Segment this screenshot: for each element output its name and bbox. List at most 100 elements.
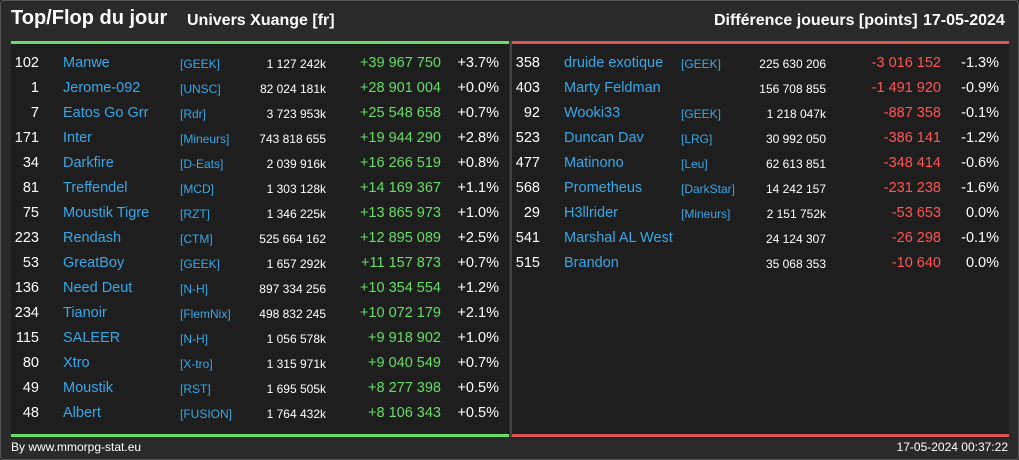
player-name-link[interactable]: Xtro [63,355,90,371]
percent-change: +1.2% [457,280,499,296]
player-points: 1 056 578k [266,332,326,346]
player-rank: 1 [30,80,39,96]
loser-row: 358 druide exotique [GEEK] 225 630 206 -3 01… [512,51,1009,76]
alliance-tag-link[interactable]: [N-H] [180,282,208,296]
player-name-link[interactable]: Inter [63,130,93,146]
player-name-link[interactable]: Brandon [564,255,619,271]
player-rank: 29 [523,205,540,221]
player-name-link[interactable]: Albert [63,405,101,421]
player-rank: 541 [515,230,540,246]
loser-row: 477 Matinono [Leu] 62 613 851 -348 414 -0.6% [512,151,1009,176]
percent-change: +0.7% [457,255,499,271]
loser-row: 92 Wooki33 [GEEK] 1 218 047k -887 358 -0.1% [512,101,1009,126]
player-points: 1 764 432k [266,407,326,421]
player-name-link[interactable]: druide exotique [564,55,664,71]
loser-row: 515 Brandon 35 068 353 -10 640 0.0% [512,251,1009,276]
player-name-link[interactable]: Marshal AL West [564,230,673,246]
player-rank: 92 [523,105,540,121]
player-name-link[interactable]: Need Deut [63,280,133,296]
points-difference: -348 414 [883,155,941,171]
alliance-tag-link[interactable]: [RST] [180,382,211,396]
gainer-row: 75 Moustik Tigre [RZT] 1 346 225k +13 865 97… [11,201,509,226]
player-name-link[interactable]: Moustik Tigre [63,205,150,221]
player-name-link[interactable]: Eatos Go Grr [63,105,149,121]
page-title: Top/Flop du jour [11,7,168,29]
alliance-tag-link[interactable]: [X-tro] [180,357,213,371]
alliance-tag-link[interactable]: [Leu] [681,157,708,171]
player-name-link[interactable]: Moustik [63,380,113,396]
alliance-tag-link[interactable]: [MCD] [180,182,214,196]
player-name-link[interactable]: Jerome-092 [63,80,141,96]
player-name-link[interactable]: Marty Feldman [564,80,661,96]
gainer-row: 34 Darkfire [D-Eats] 2 039 916k +16 266 519 +… [11,151,509,176]
player-name-link[interactable]: Prometheus [564,180,643,196]
loser-row: 523 Duncan Dav [LRG] 30 992 050 -386 141 -1.2… [512,126,1009,151]
percent-change: -0.1% [961,105,999,121]
alliance-tag-link[interactable]: [GEEK] [681,57,722,71]
player-name-link[interactable]: Treffendel [63,180,128,196]
points-difference: +39 967 750 [359,55,441,71]
alliance-tag-link[interactable]: [CTM] [180,232,213,246]
alliance-tag-link[interactable]: [Rdr] [180,107,207,121]
percent-change: +0.8% [457,155,499,171]
alliance-tag-link[interactable]: [DarkStar] [681,182,736,196]
alliance-tag-link[interactable]: [UNSC] [180,82,221,96]
points-difference: +8 106 343 [368,405,441,421]
player-rank: 171 [14,130,39,146]
points-difference: +14 169 367 [359,180,441,196]
player-points: 1 346 225k [266,207,326,221]
player-name-link[interactable]: GreatBoy [63,255,125,271]
alliance-tag-link[interactable]: [GEEK] [180,257,221,271]
player-rank: 477 [515,155,540,171]
gainer-row: 7 Eatos Go Grr [Rdr] 3 723 953k +25 548 658 +… [11,101,509,126]
alliance-tag-link[interactable]: [RZT] [180,207,210,221]
alliance-tag-link[interactable]: [FlemNix] [180,307,231,321]
points-difference: +19 944 290 [359,130,441,146]
player-name-link[interactable]: SALEER [63,330,121,346]
player-points: 14 242 157 [765,182,826,196]
points-difference: -3 016 152 [871,55,941,71]
player-name-link[interactable]: Matinono [564,155,624,171]
percent-change: -0.1% [961,230,999,246]
player-points: 62 613 851 [765,157,826,171]
player-points: 525 664 162 [259,232,326,246]
alliance-tag-link[interactable]: [N-H] [180,332,208,346]
percent-change: +2.5% [457,230,499,246]
player-rank: 523 [515,130,540,146]
points-difference: +28 901 004 [359,80,441,96]
player-name-link[interactable]: H3llrider [564,205,618,221]
top-gainers-panel: 102 Manwe [GEEK] 1 127 242k +39 967 750 +3.7%… [11,41,509,437]
percent-change: +0.5% [457,405,499,421]
points-difference: +9 918 902 [368,330,441,346]
gainer-row: 1 Jerome-092 [UNSC] 82 024 181k +28 901 004 +… [11,76,509,101]
player-name-link[interactable]: Duncan Dav [564,130,644,146]
player-rank: 75 [22,205,39,221]
percent-change: +0.7% [457,355,499,371]
player-name-link[interactable]: Tianoir [63,305,107,321]
alliance-tag-link[interactable]: [GEEK] [681,107,722,121]
percent-change: +0.0% [457,80,499,96]
panel-divider [510,41,512,437]
percent-change: +0.5% [457,380,499,396]
alliance-tag-link[interactable]: [GEEK] [180,57,221,71]
player-name-link[interactable]: Darkfire [63,155,114,171]
points-difference: +10 354 554 [359,280,441,296]
player-name-link[interactable]: Rendash [63,230,122,246]
alliance-tag-link[interactable]: [Mineurs] [681,207,731,221]
alliance-tag-link[interactable]: [LRG] [681,132,713,146]
alliance-tag-link[interactable]: [FUSION] [180,407,233,421]
gainer-row: 49 Moustik [RST] 1 695 505k +8 277 398 +0.5% [11,376,509,401]
percent-change: +1.0% [457,330,499,346]
percent-change: -0.9% [961,80,999,96]
player-points: 1 303 128k [266,182,326,196]
gainer-row: 81 Treffendel [MCD] 1 303 128k +14 169 367 +1… [11,176,509,201]
percent-change: +2.1% [457,305,499,321]
alliance-tag-link[interactable]: [D-Eats] [180,157,224,171]
metric-label: Différence joueurs [points] [714,12,918,29]
percent-change: -1.6% [961,180,999,196]
percent-change: +0.7% [457,105,499,121]
percent-change: -0.6% [961,155,999,171]
player-name-link[interactable]: Wooki33 [564,105,621,121]
alliance-tag-link[interactable]: [Mineurs] [180,132,230,146]
player-name-link[interactable]: Manwe [63,55,110,71]
